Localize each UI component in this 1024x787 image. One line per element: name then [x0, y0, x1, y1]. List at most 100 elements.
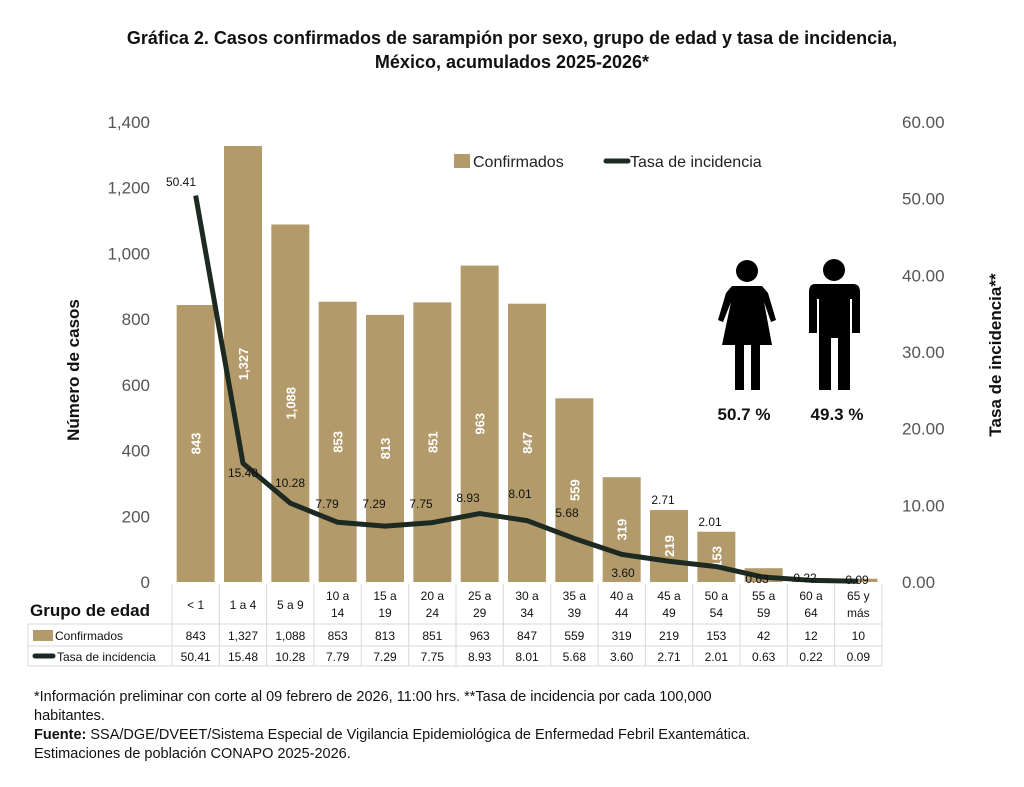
bar [650, 510, 688, 582]
category-label: 19 [378, 606, 392, 620]
bar-data-label: 813 [378, 438, 393, 460]
category-label: 49 [662, 606, 676, 620]
title-line-2: México, acumulados 2025-2026* [374, 52, 650, 72]
line-data-label: 5.68 [555, 506, 579, 520]
line-data-label: 3.60 [611, 566, 635, 580]
table-cell-tasa: 2.01 [705, 650, 729, 664]
female-icon-head [736, 260, 758, 282]
source-label: Fuente: [34, 727, 87, 743]
table-cell-confirmados: 843 [186, 629, 206, 643]
line-data-label: 2.71 [651, 493, 675, 507]
bar-data-label: 219 [662, 535, 677, 557]
category-label: 20 a [421, 589, 445, 603]
y-tick-label: 400 [122, 442, 150, 461]
footnote-population: Estimaciones de población CONAPO 2025-20… [34, 746, 351, 762]
bar-data-label: 1,088 [283, 387, 298, 420]
bar-data-label: 559 [567, 479, 582, 501]
legend-label-confirmados: Confirmados [473, 154, 564, 171]
table-cell-tasa: 0.22 [799, 650, 823, 664]
table-row-label-tasa: Tasa de incidencia [57, 650, 156, 664]
category-label: 14 [331, 606, 345, 620]
x-axis-label: Grupo de edad [30, 601, 150, 620]
table-cell-confirmados: 853 [328, 629, 348, 643]
line-data-label: 15.48 [228, 466, 258, 480]
table-cell-tasa: 7.75 [421, 650, 445, 664]
line-data-label: 50.41 [166, 175, 196, 189]
legend-swatch-confirmados [454, 154, 470, 168]
category-label: 50 a [705, 589, 729, 603]
table-row-label-confirmados: Confirmados [55, 629, 123, 643]
category-label: 55 a [752, 589, 776, 603]
bar-data-label: 843 [189, 433, 204, 455]
category-label: 44 [615, 606, 629, 620]
source-note: Fuente: SSA/DGE/DVEET/Sistema Especial d… [34, 726, 750, 745]
line-data-label: 7.79 [315, 497, 339, 511]
category-label: 5 a 9 [277, 598, 304, 612]
line-data-label: 8.93 [456, 491, 480, 505]
y-tick-label: 1,200 [107, 179, 150, 198]
category-label: 65 y [847, 589, 870, 603]
category-label: 54 [710, 606, 724, 620]
category-label: < 1 [187, 598, 204, 612]
table-cell-confirmados: 319 [612, 629, 632, 643]
table-cell-tasa: 7.79 [326, 650, 350, 664]
female-icon [718, 286, 776, 390]
table-swatch-confirmados [33, 630, 53, 641]
bar [224, 145, 262, 582]
y2-tick-label: 60.00 [902, 113, 945, 132]
bar-data-label: 853 [331, 431, 346, 453]
table-cell-confirmados: 1,327 [228, 629, 258, 643]
chart-title: Gráfica 2. Casos confirmados de sarampió… [0, 26, 1024, 74]
line-data-label: 2.01 [698, 515, 722, 529]
table-cell-tasa: 5.68 [563, 650, 587, 664]
y2-tick-label: 0.00 [902, 573, 935, 592]
footnote-2: habitantes. [34, 708, 105, 724]
bar-data-label: 153 [709, 546, 724, 568]
bar [271, 224, 310, 582]
category-label: más [847, 606, 870, 620]
table-cell-tasa: 0.63 [752, 650, 776, 664]
legend-label-tasa: Tasa de incidencia [630, 154, 762, 171]
y-tick-label: 0 [141, 573, 150, 592]
bar-data-label: 847 [520, 432, 535, 454]
bar-data-label: 963 [473, 413, 488, 435]
line-data-label: 10.28 [275, 476, 305, 490]
y-tick-label: 800 [122, 310, 150, 329]
bar [697, 531, 736, 582]
bar [555, 398, 594, 582]
bar [460, 265, 499, 582]
bar-data-label: 1,327 [236, 348, 251, 381]
category-label: 10 a [326, 589, 350, 603]
female-percentage: 50.7 % [718, 405, 771, 424]
table-cell-confirmados: 851 [422, 629, 442, 643]
category-label: 24 [426, 606, 440, 620]
category-label: 29 [473, 606, 487, 620]
category-label: 35 a [563, 589, 587, 603]
table-cell-confirmados: 813 [375, 629, 395, 643]
table-cell-confirmados: 12 [804, 629, 818, 643]
category-label: 40 a [610, 589, 634, 603]
line-data-label: 0.09 [845, 573, 869, 587]
y-tick-label: 600 [122, 376, 150, 395]
line-data-label: 0.63 [745, 572, 769, 586]
male-icon [809, 284, 860, 390]
y2-axis-label: Tasa de incidencia** [986, 273, 1005, 437]
source-text: SSA/DGE/DVEET/Sistema Especial de Vigila… [86, 727, 751, 743]
line-data-label: 7.29 [362, 497, 386, 511]
bar-data-label: 319 [615, 519, 630, 541]
category-label: 30 a [515, 589, 539, 603]
y2-tick-label: 40.00 [902, 266, 945, 285]
y2-tick-label: 50.00 [902, 190, 945, 209]
male-icon-head [823, 259, 845, 281]
footnote-1: *Información preliminar con corte al 09 … [34, 689, 712, 705]
table-cell-confirmados: 559 [564, 629, 584, 643]
category-label: 34 [520, 606, 534, 620]
table-cell-confirmados: 1,088 [275, 629, 305, 643]
y-tick-label: 200 [122, 507, 150, 526]
category-label: 64 [804, 606, 818, 620]
y2-tick-label: 30.00 [902, 343, 945, 362]
table-cell-tasa: 2.71 [657, 650, 681, 664]
table-cell-tasa: 8.01 [515, 650, 539, 664]
line-data-label: 8.01 [508, 487, 532, 501]
